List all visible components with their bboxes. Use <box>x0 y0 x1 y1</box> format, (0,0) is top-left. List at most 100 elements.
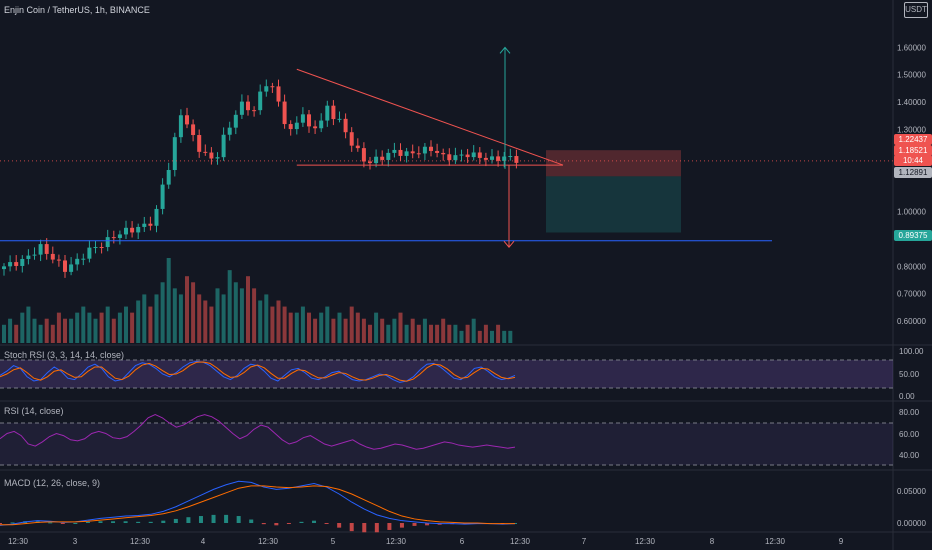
volume-bar <box>32 318 37 343</box>
volume-bar <box>496 324 501 343</box>
volume-bar <box>398 312 403 343</box>
candle-body <box>410 151 415 154</box>
candle-body <box>63 260 67 272</box>
candle-body <box>172 137 177 171</box>
candle-body <box>404 151 409 156</box>
volume-bar <box>422 318 427 343</box>
candle-body <box>166 170 171 185</box>
candle-body <box>148 223 153 226</box>
volume-bar <box>203 300 208 343</box>
macd-tick-label: 0.00000 <box>897 519 926 528</box>
volume-bar <box>69 318 74 343</box>
volume-bar <box>477 330 482 343</box>
candle-body <box>471 152 476 158</box>
price-tick-label: 1.40000 <box>897 98 926 107</box>
candle-body <box>465 154 470 158</box>
candle-body <box>325 105 330 121</box>
volume-bar <box>117 312 122 343</box>
candle-body <box>20 258 25 266</box>
macd-histogram-bar <box>161 520 166 523</box>
volume-bar <box>215 288 220 343</box>
macd-histogram-bar <box>186 517 191 523</box>
candle-body <box>14 262 19 266</box>
candle-body <box>331 105 336 120</box>
candle-body <box>416 153 421 155</box>
candle-body <box>349 132 354 146</box>
candle-body <box>441 152 446 155</box>
macd-histogram-bar <box>224 514 229 523</box>
candle-body <box>319 120 324 129</box>
volume-bar <box>221 294 226 343</box>
candle-body <box>117 234 122 238</box>
rsi-tick-label: 80.00 <box>899 408 920 417</box>
currency-unit[interactable]: USDT <box>904 2 928 18</box>
volume-bar <box>44 318 49 343</box>
price-tick-label: 0.70000 <box>897 290 926 299</box>
candle-body <box>227 127 232 135</box>
candle-body <box>69 264 74 272</box>
candle-body <box>343 118 348 133</box>
macd-histogram-bar <box>236 516 241 523</box>
volume-bar <box>99 312 104 343</box>
candle-body <box>38 244 43 255</box>
current-price-tag: 1.18521 <box>894 145 932 156</box>
macd-histogram-bar <box>286 523 291 524</box>
upper-price-tag: 1.22437 <box>894 134 932 145</box>
time-axis-label: 12:30 <box>765 537 786 546</box>
macd-histogram-bar <box>173 518 178 523</box>
macd-histogram-bar <box>387 523 392 530</box>
candle-body <box>2 266 6 270</box>
candle-body <box>459 154 464 156</box>
candle-body <box>50 253 55 260</box>
symbol-title: Enjin Coin / TetherUS, 1h, BINANCE <box>4 5 150 15</box>
macd-histogram-bar <box>198 516 203 523</box>
stoch-band <box>0 360 893 388</box>
volume-bar <box>148 306 153 343</box>
volume-bar <box>355 312 360 343</box>
price-tick-label: 0.80000 <box>897 262 926 271</box>
candle-body <box>99 247 104 249</box>
volume-bar <box>38 324 43 343</box>
price-tick-label: 1.30000 <box>897 125 926 134</box>
time-axis-label: 12:30 <box>258 537 279 546</box>
volume-bar <box>410 318 415 343</box>
time-axis-label: 4 <box>201 537 206 546</box>
volume-bar <box>343 318 348 343</box>
candle-body <box>514 156 519 163</box>
candle-body <box>398 149 403 156</box>
volume-bar <box>270 306 275 343</box>
volume-bar <box>124 306 128 343</box>
volume-bar <box>50 324 55 343</box>
volume-bar <box>453 324 458 343</box>
candle-body <box>56 259 61 261</box>
stoch-d-line <box>0 361 516 382</box>
macd-histogram-bar <box>412 523 417 526</box>
volume-bar <box>374 312 379 343</box>
macd-histogram-bar <box>374 523 379 533</box>
candle-body <box>264 86 269 92</box>
macd-histogram-bar <box>349 523 354 532</box>
time-axis-label: 7 <box>582 537 587 546</box>
volume-bar <box>2 324 6 343</box>
candle-body <box>477 152 482 158</box>
macd-histogram-bar <box>324 523 329 524</box>
candle-body <box>502 156 507 161</box>
macd-histogram-bar <box>337 523 342 528</box>
time-axis-label: 3 <box>73 537 78 546</box>
volume-bar <box>246 276 250 343</box>
macd-label: MACD (12, 26, close, 9) <box>4 478 101 488</box>
candle-body <box>380 156 385 160</box>
volume-bar <box>239 288 244 343</box>
rsi-tick-label: 60.00 <box>899 430 920 439</box>
macd-histogram-bar <box>211 514 216 523</box>
candle-body <box>386 152 391 160</box>
volume-bar <box>288 312 293 343</box>
volume-bar <box>264 294 269 343</box>
volume-bar <box>14 324 19 343</box>
volume-bar <box>185 276 189 343</box>
macd-histogram-bar <box>261 523 266 525</box>
macd-line <box>0 480 516 526</box>
candle-body <box>215 157 220 159</box>
volume-bar <box>87 312 92 343</box>
